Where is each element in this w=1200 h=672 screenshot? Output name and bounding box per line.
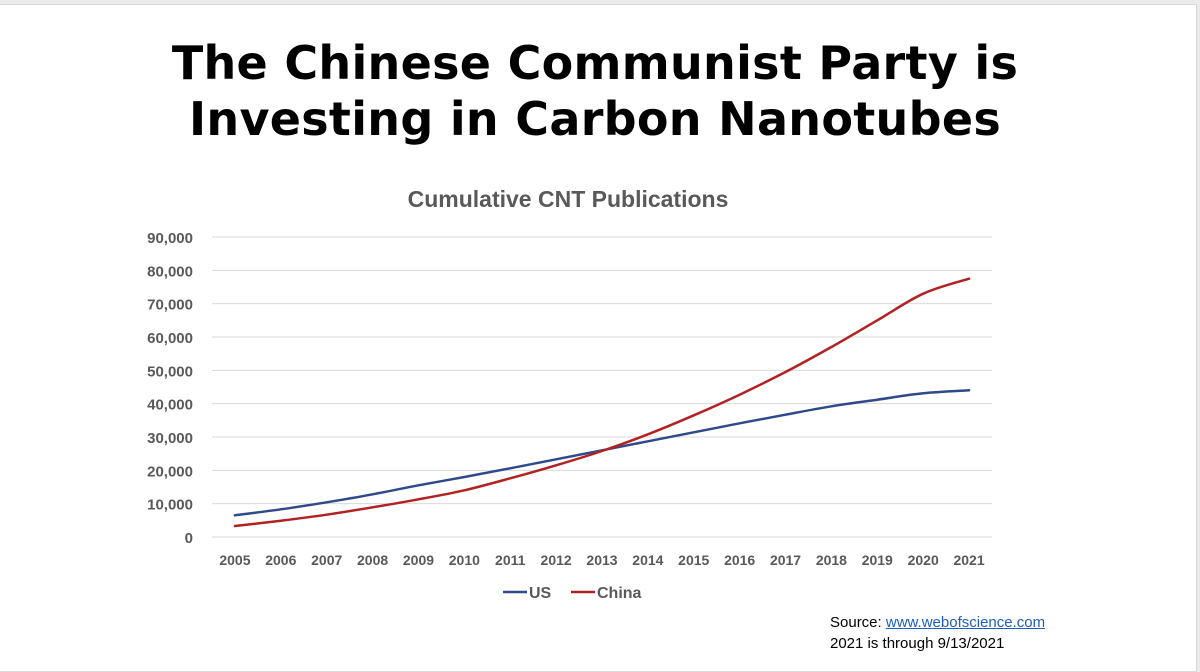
x-tick-label: 2013 xyxy=(586,552,617,568)
date-note: 2021 is through 9/13/2021 xyxy=(830,635,1005,652)
x-tick-label: 2015 xyxy=(678,552,709,568)
legend-label-us: US xyxy=(529,585,552,602)
legend: US China xyxy=(503,585,642,602)
x-tick-label: 2016 xyxy=(724,552,755,568)
x-axis: 2005 2006 2007 2008 2009 2010 2011 2012 2013 2014… xyxy=(219,552,984,568)
gridlines xyxy=(212,236,992,538)
x-tick-label: 2009 xyxy=(403,552,434,568)
x-tick-label: 2006 xyxy=(265,552,296,568)
slide-title-line-2: Investing in Carbon Nanotubes xyxy=(188,92,1001,146)
y-axis: 0 10,000 20,000 30,000 40,000 50,000 60,000 70,… xyxy=(147,230,193,547)
chart-title: Cumulative CNT Publications xyxy=(408,186,729,212)
slide-title: The Chinese Communist Party is Investing… xyxy=(0,35,1190,147)
x-tick-label: 2005 xyxy=(219,552,250,568)
y-tick-label: 50,000 xyxy=(147,363,193,380)
x-tick-label: 2019 xyxy=(862,552,893,568)
series-line-china xyxy=(233,277,971,528)
x-tick-label: 2021 xyxy=(953,552,984,568)
y-tick-label: 60,000 xyxy=(147,330,193,347)
x-tick-label: 2017 xyxy=(770,552,801,568)
x-tick-label: 2020 xyxy=(908,552,939,568)
series-lines xyxy=(233,277,971,528)
source-label: Source: xyxy=(830,614,882,631)
y-tick-label: 40,000 xyxy=(147,397,193,414)
y-tick-label: 70,000 xyxy=(147,297,193,314)
x-tick-label: 2012 xyxy=(541,552,572,568)
source-link[interactable]: www.webofscience.com xyxy=(885,614,1046,631)
y-tick-label: 80,000 xyxy=(147,263,193,280)
series-line-us xyxy=(233,389,971,517)
source-note: Source: www.webofscience.com 2021 is thr… xyxy=(830,612,1045,654)
y-tick-label: 10,000 xyxy=(147,497,193,514)
y-tick-label: 90,000 xyxy=(147,230,193,247)
x-tick-label: 2018 xyxy=(816,552,847,568)
legend-label-china: China xyxy=(597,585,642,602)
x-tick-label: 2014 xyxy=(632,552,663,568)
y-tick-label: 30,000 xyxy=(147,430,193,447)
slide: The Chinese Communist Party is Investing… xyxy=(0,4,1197,672)
y-tick-label: 0 xyxy=(185,530,193,547)
x-tick-label: 2008 xyxy=(357,552,388,568)
y-tick-label: 20,000 xyxy=(147,463,193,480)
source-line: Source: www.webofscience.com xyxy=(830,612,1045,633)
x-tick-label: 2007 xyxy=(311,552,342,568)
x-tick-label: 2010 xyxy=(449,552,480,568)
slide-title-line-1: The Chinese Communist Party is xyxy=(171,36,1019,90)
x-tick-label: 2011 xyxy=(495,552,526,568)
